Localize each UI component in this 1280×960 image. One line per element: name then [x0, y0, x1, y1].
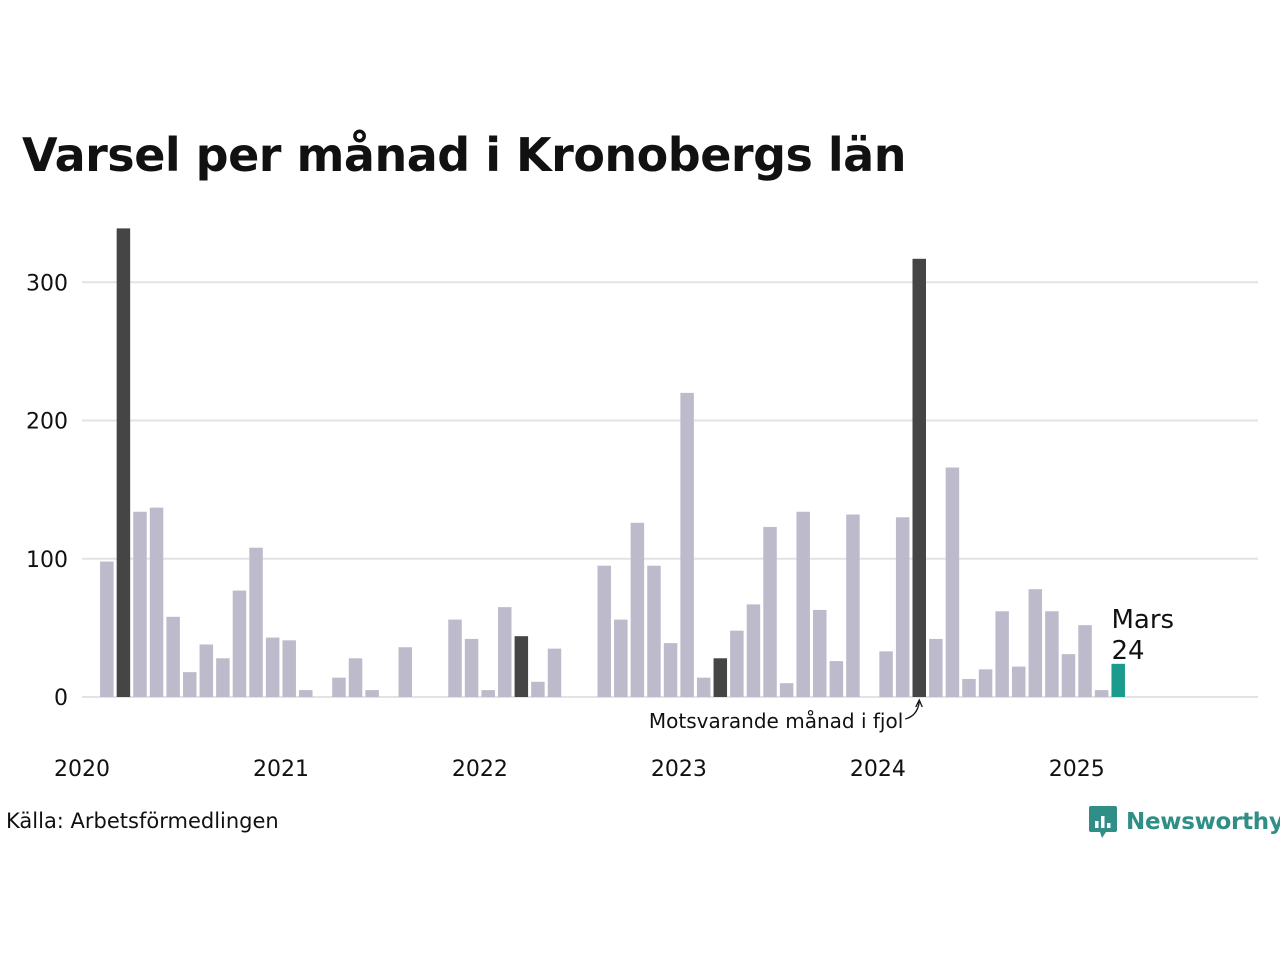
brand-name: Newsworthy [1126, 809, 1280, 835]
bar-2024-12 [1061, 654, 1076, 697]
x-tick-label: 2025 [1049, 757, 1105, 782]
bar-2022-04 [531, 681, 545, 697]
y-tick-label: 300 [26, 271, 68, 296]
bar-2023-02 [696, 677, 711, 697]
bar-2024-02 [895, 517, 910, 697]
bar-2023-03 [713, 658, 728, 697]
bar-2020-02 [100, 561, 114, 697]
bar-2024-11 [1045, 611, 1059, 697]
bar-2022-11 [647, 565, 661, 697]
bar-2023-01 [680, 392, 694, 697]
bar-2022-01 [481, 690, 495, 697]
bar-2020-06 [166, 616, 180, 697]
bar-2024-01 [879, 651, 893, 697]
source-note: Källa: Arbetsförmedlingen [6, 809, 279, 833]
bar-2023-11 [846, 514, 860, 697]
bar-2022-05 [547, 648, 562, 697]
y-tick-label: 200 [26, 410, 68, 435]
bar-2025-02 [1094, 690, 1109, 697]
bar-2020-10 [232, 590, 247, 697]
bar-2021-01 [282, 640, 296, 697]
bar-2022-03 [514, 636, 529, 697]
current-month-value: 24 [1111, 636, 1144, 666]
bar-2022-09 [614, 619, 628, 697]
current-month-label: Mars [1111, 605, 1174, 635]
bar-2020-12 [265, 637, 280, 697]
bar-2025-03 [1111, 663, 1125, 697]
x-tick-label: 2021 [253, 757, 309, 782]
bar-2024-07 [978, 669, 993, 697]
bar-2023-08 [796, 511, 810, 697]
bar-2021-05 [348, 658, 363, 697]
bar-2023-04 [730, 630, 744, 697]
bar-2022-12 [663, 643, 678, 697]
bar-2020-09 [216, 658, 230, 697]
bar-2023-05 [746, 604, 761, 697]
brand-logo: Newsworthy [1088, 804, 1280, 840]
bar-2022-10 [630, 522, 645, 697]
bar-2024-05 [945, 467, 960, 697]
last-year-arrowhead [915, 698, 923, 708]
x-tick-label: 2024 [850, 757, 906, 782]
x-tick-label: 2023 [651, 757, 707, 782]
bar-chart: 0 100 200 300 2020 2021 2022 2023 2024 2025 Mars… [26, 228, 1258, 782]
bar-2020-11 [249, 547, 263, 697]
bar-2022-02 [498, 607, 512, 697]
y-axis-ticks: 0 100 200 300 [26, 271, 68, 711]
bar-2024-08 [995, 611, 1009, 697]
bar-2024-10 [1028, 589, 1043, 697]
bar-2020-03 [116, 228, 131, 697]
bar-2024-09 [1011, 666, 1026, 697]
x-tick-label: 2020 [54, 757, 110, 782]
bar-2020-04 [133, 511, 147, 697]
bar-2020-05 [149, 507, 164, 697]
x-tick-label: 2022 [452, 757, 508, 782]
chart-title: Varsel per månad i Kronobergs län [22, 128, 906, 182]
bar-2023-09 [813, 609, 827, 697]
bar-2021-08 [398, 647, 413, 697]
bar-2020-07 [182, 672, 197, 697]
bar-2025-01 [1078, 625, 1092, 697]
bar-2024-04 [929, 638, 943, 697]
bar-2022-08 [597, 565, 611, 697]
bar-2021-12 [464, 638, 479, 697]
bar-2024-06 [962, 679, 976, 697]
newsworthy-logo-icon [1089, 806, 1117, 838]
bar-2024-03 [912, 258, 926, 697]
bar-2021-11 [448, 619, 462, 697]
bar-2021-04 [332, 677, 346, 697]
x-axis-ticks: 2020 2021 2022 2023 2024 2025 [54, 757, 1105, 782]
bar-2021-06 [365, 690, 379, 697]
y-tick-label: 100 [26, 548, 68, 573]
bar-2023-07 [779, 683, 794, 697]
bar-2020-08 [199, 644, 214, 697]
last-year-label: Motsvarande månad i fjol [649, 709, 903, 733]
y-tick-label: 0 [54, 686, 68, 711]
bar-2023-06 [763, 526, 777, 697]
bar-2023-10 [829, 661, 844, 697]
last-year-arrow [905, 701, 920, 720]
bar-2021-02 [299, 690, 313, 697]
bars [100, 228, 1125, 697]
